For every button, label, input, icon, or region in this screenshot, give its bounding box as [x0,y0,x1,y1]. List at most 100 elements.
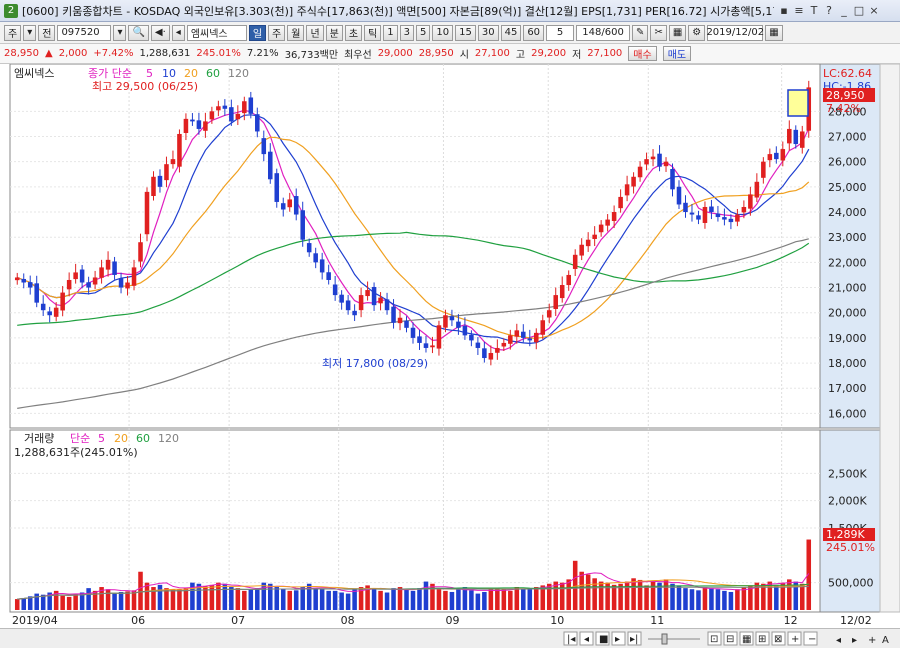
volume-bar [274,587,280,610]
count-select[interactable]: 5 [546,24,575,41]
candle-body [345,300,351,311]
zoom-slider-handle[interactable] [661,633,668,645]
mode-select[interactable]: 주 [4,24,22,41]
candle-body [216,106,221,111]
search-icon[interactable]: 🔍 [128,24,149,41]
x-axis-label: 09 [445,614,459,627]
price-tick-label: 17,000 [828,382,867,395]
volume-bar [527,588,533,610]
volume-bar [112,593,117,610]
volume-bar [293,590,299,610]
font-size-icon[interactable]: A [882,635,889,646]
zoom-grid-button[interactable] [739,631,754,646]
lc-label: LC:62.64 [823,67,872,80]
zoom-box-button[interactable] [771,631,786,646]
window-list-icon[interactable]: ≡ [794,4,804,17]
scissors-icon[interactable]: ✂ [650,24,667,41]
zoom-in-button[interactable] [787,631,802,646]
candle-body [157,175,163,187]
volume-bar [53,590,59,610]
minute-10[interactable]: 10 [432,24,454,41]
scroll-left-icon[interactable]: ◂ [836,635,841,646]
candle-body [60,292,65,311]
zoom-reset-button[interactable] [723,631,738,646]
window-help-icon[interactable]: ? [826,4,832,17]
current-price: 28,950 [4,48,39,59]
buy-button[interactable]: 매수 [628,46,657,61]
zoom-out-button[interactable] [803,631,818,646]
zoom-select-button[interactable] [755,631,770,646]
volume-bar [209,584,215,610]
volume-bar [196,583,202,610]
minute-1[interactable]: 1 [383,24,398,41]
window-maximize-icon[interactable]: □ [853,4,865,17]
candle-body [611,212,617,221]
candle-body [637,166,643,178]
draw-tool-icon[interactable]: ✎ [632,24,649,41]
chart-area[interactable]: 28,000 27,000 26,000 25,000 24,000 23,000 22,0… [0,63,900,648]
volume-bar [553,581,559,610]
minute-15[interactable]: 15 [455,24,476,41]
ma5-label: 5 [146,67,153,80]
turnover-rate: 7.21% [246,48,279,59]
nav-play-button[interactable] [611,631,626,646]
add-icon[interactable]: + [868,635,876,646]
window-close-icon[interactable]: × [869,4,879,17]
window-text-icon[interactable]: T [810,4,818,17]
last-volume-rate: 245.01% [826,541,875,554]
scroll-right-icon[interactable]: ▸ [852,635,857,646]
volume-bar [702,587,708,610]
price-axis-panel [819,63,881,429]
settings-gear-icon[interactable]: ⚙ [688,24,706,41]
nav-first-button[interactable] [563,631,578,646]
code-dropdown-icon[interactable]: ▾ [113,24,127,41]
zoom-fit-button[interactable] [707,631,722,646]
period-day[interactable]: 일 [248,24,267,41]
volume-bar [559,582,565,610]
candle-body [683,202,688,213]
candle-body [585,239,591,247]
window-menu-icon[interactable]: ▪ [780,4,788,17]
mode-dropdown-icon[interactable]: ▾ [23,24,37,41]
prev-arrow-icon[interactable]: ◂ [171,24,185,41]
volume-bar [183,588,189,610]
stock-name-field[interactable]: 엠씨넥스 [186,24,247,41]
candle-body [430,345,435,348]
nav-prev-button[interactable] [579,631,594,646]
chart-svg[interactable]: 28,000 27,000 26,000 25,000 24,000 23,000 22,0… [0,63,900,628]
period-year[interactable]: 년 [306,24,324,41]
date-input[interactable]: 2019/12/02 [706,24,764,41]
minute-3[interactable]: 3 [399,24,414,41]
period-minute[interactable]: 분 [325,24,343,41]
period-month[interactable]: 월 [287,24,305,41]
grid-icon[interactable]: ▦ [668,24,687,41]
price-tick-label: 22,000 [828,256,867,269]
volume-bar [371,589,377,610]
sell-button[interactable]: 매도 [662,46,692,61]
volume-bar [624,581,630,610]
right-scroll-strip[interactable] [879,63,900,613]
volume-bar [774,585,779,610]
stock-code-input[interactable]: 097520 [57,24,112,41]
minute-30[interactable]: 30 [477,24,499,41]
window-minimize-icon[interactable]: _ [841,4,847,17]
candle-body [533,332,539,343]
nav-last-button[interactable] [627,631,642,646]
low-price: 27,100 [587,48,623,59]
minute-5[interactable]: 5 [416,24,431,41]
nav-stop-button[interactable] [595,631,610,646]
candle-body [144,191,150,235]
volume-bar [579,571,584,610]
candle-body [125,282,130,289]
market-select[interactable]: 전 [38,24,56,41]
calendar-icon[interactable]: ▦ [765,24,783,41]
minute-60[interactable]: 60 [523,24,545,41]
candle-body [806,87,812,131]
volume-bar [157,584,163,610]
minute-45[interactable]: 45 [500,24,522,41]
sound-icon[interactable]: ◀· [150,24,170,41]
period-second[interactable]: 초 [344,24,363,41]
period-week[interactable]: 주 [268,24,286,41]
period-tick[interactable]: 틱 [364,24,382,41]
price-tick-label: 23,000 [828,231,867,244]
